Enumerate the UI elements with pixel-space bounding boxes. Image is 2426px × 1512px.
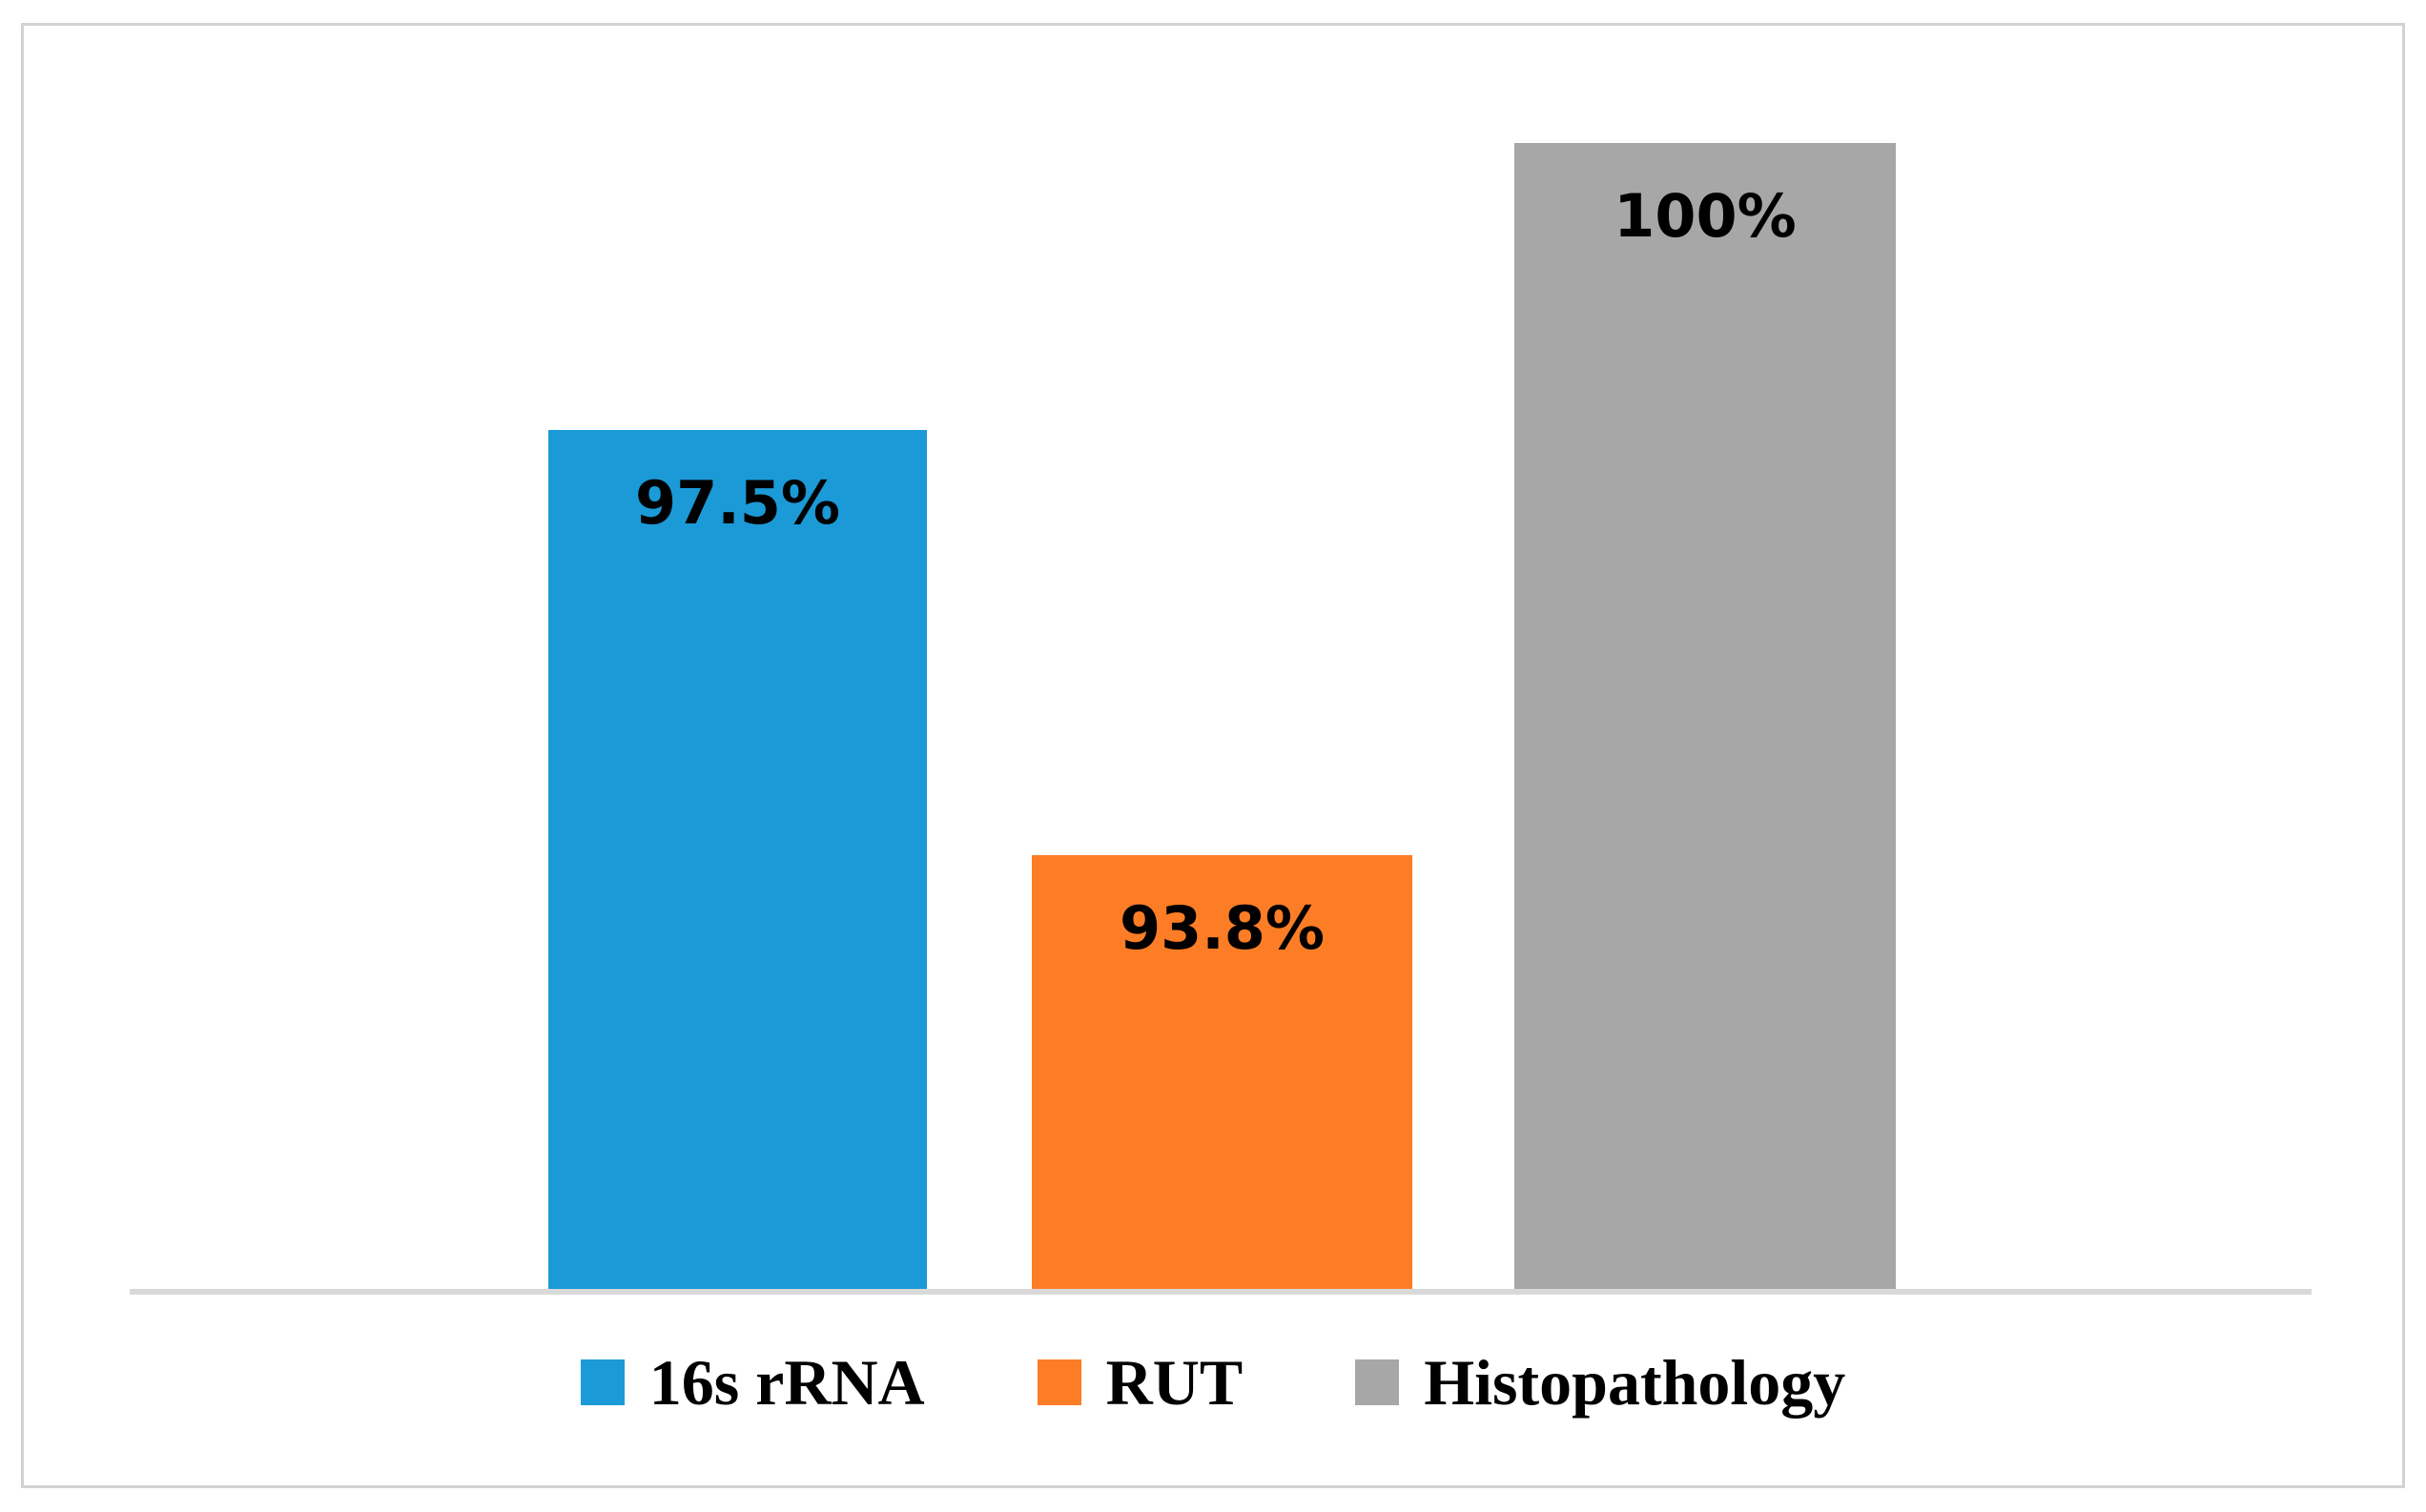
legend-swatch-histopathology <box>1355 1359 1400 1405</box>
legend-label-rut: RUT <box>1105 1346 1244 1419</box>
legend-item-rut: RUT <box>1037 1346 1244 1419</box>
legend: 16s rRNA RUT Histopathology <box>0 1337 2426 1428</box>
x-axis-line <box>130 1289 2312 1295</box>
legend-label-histopathology: Histopathology <box>1424 1346 1846 1419</box>
bar-value-label-16s-rrna: 97.5% <box>634 468 841 538</box>
legend-item-16s-rrna: 16s rRNA <box>580 1346 925 1419</box>
bar-rut: 93.8% <box>1032 855 1412 1292</box>
legend-swatch-rut <box>1037 1359 1081 1405</box>
legend-item-histopathology: Histopathology <box>1355 1350 1845 1415</box>
plot-area: 97.5% 93.8% 100% <box>548 143 1896 1292</box>
legend-swatch-16s-rrna <box>580 1359 625 1405</box>
bar-value-label-rut: 93.8% <box>1119 893 1326 963</box>
legend-label-16s-rrna: 16s rRNA <box>648 1346 925 1419</box>
bar-histopathology: 100% <box>1514 143 1896 1292</box>
bar-value-label-histopathology: 100% <box>1614 181 1797 251</box>
bar-16s-rrna: 97.5% <box>548 430 927 1292</box>
